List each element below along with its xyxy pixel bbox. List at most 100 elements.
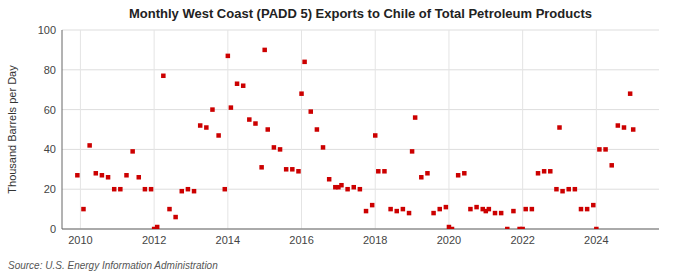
point — [81, 207, 86, 212]
y-grid-line — [62, 149, 659, 150]
point — [376, 169, 381, 174]
source-note: Source: U.S. Energy Information Administ… — [8, 260, 218, 271]
point — [87, 143, 92, 148]
page: {"chart_data": { "type": "scatter", "tit… — [0, 0, 675, 275]
point — [425, 171, 430, 176]
point — [394, 209, 399, 214]
x-grid-line — [522, 30, 523, 229]
point — [493, 211, 498, 216]
point — [223, 187, 228, 192]
x-tick-label: 2016 — [289, 234, 313, 246]
point — [327, 177, 332, 182]
x-grid-line — [448, 30, 449, 229]
point — [352, 185, 357, 190]
point — [554, 187, 559, 192]
point — [557, 125, 562, 130]
point — [444, 205, 449, 210]
point — [241, 83, 246, 88]
point — [278, 147, 283, 152]
point — [487, 207, 492, 212]
y-grid-line — [62, 30, 659, 31]
y-grid-line — [62, 69, 659, 70]
point — [106, 175, 111, 180]
point — [204, 125, 209, 130]
point — [100, 173, 105, 178]
x-tick-label: 2010 — [68, 234, 92, 246]
point — [226, 54, 231, 59]
point — [155, 225, 160, 229]
point — [560, 189, 565, 194]
point — [259, 165, 264, 170]
point — [229, 105, 234, 110]
point — [616, 123, 621, 128]
x-tick-label: 2014 — [216, 234, 240, 246]
point — [499, 211, 504, 216]
point — [373, 133, 378, 138]
point — [474, 205, 479, 210]
point — [216, 133, 221, 138]
point — [370, 203, 375, 208]
point — [511, 209, 516, 214]
point — [431, 211, 436, 216]
point — [186, 187, 191, 192]
point — [339, 183, 344, 188]
x-grid-line — [80, 30, 81, 229]
point — [299, 91, 304, 96]
point — [566, 187, 571, 192]
point — [401, 207, 406, 212]
x-tick-label: 2022 — [510, 234, 534, 246]
point — [622, 125, 627, 130]
point — [505, 227, 510, 229]
point — [388, 207, 393, 212]
point — [450, 227, 455, 229]
point — [309, 109, 314, 114]
point — [407, 211, 412, 216]
points — [75, 48, 635, 229]
point — [591, 203, 596, 208]
point — [112, 187, 117, 192]
x-tick-label: 2020 — [437, 234, 461, 246]
point — [573, 187, 578, 192]
x-grid-line — [375, 30, 376, 229]
x-tick-label: 2018 — [363, 234, 387, 246]
point — [302, 60, 307, 64]
point — [585, 207, 590, 212]
title: Monthly West Coast (PADD 5) Exports to C… — [129, 6, 592, 21]
point — [345, 187, 350, 192]
point — [253, 121, 258, 126]
point — [609, 163, 614, 168]
point — [192, 189, 197, 194]
point — [210, 107, 215, 112]
point — [296, 169, 301, 174]
y-grid-line — [62, 109, 659, 110]
y-axis-label: Thousand Barrels per Day — [6, 65, 18, 194]
x-grid-line — [154, 30, 155, 229]
x-grid-line — [301, 30, 302, 229]
point — [94, 171, 99, 176]
grid — [62, 30, 659, 229]
point — [118, 187, 123, 192]
point — [235, 81, 240, 86]
point — [437, 207, 442, 212]
y-tick-label: 100 — [38, 24, 56, 36]
x-grid-line — [227, 30, 228, 229]
point — [456, 173, 461, 178]
point — [597, 147, 602, 152]
point — [173, 215, 178, 220]
point — [284, 167, 289, 172]
point — [468, 207, 473, 212]
point — [265, 127, 270, 132]
y-tick-label: 60 — [44, 104, 56, 116]
y-tick-label: 40 — [44, 143, 56, 155]
x-tick-label: 2024 — [584, 234, 608, 246]
point — [290, 167, 295, 172]
point — [382, 169, 387, 174]
point — [167, 207, 172, 212]
point — [358, 187, 363, 192]
point — [198, 123, 203, 128]
x-grid-line — [596, 30, 597, 229]
y-grid-line — [62, 229, 659, 230]
point — [594, 227, 599, 229]
x-tick-label: 2012 — [142, 234, 166, 246]
point — [520, 227, 525, 229]
